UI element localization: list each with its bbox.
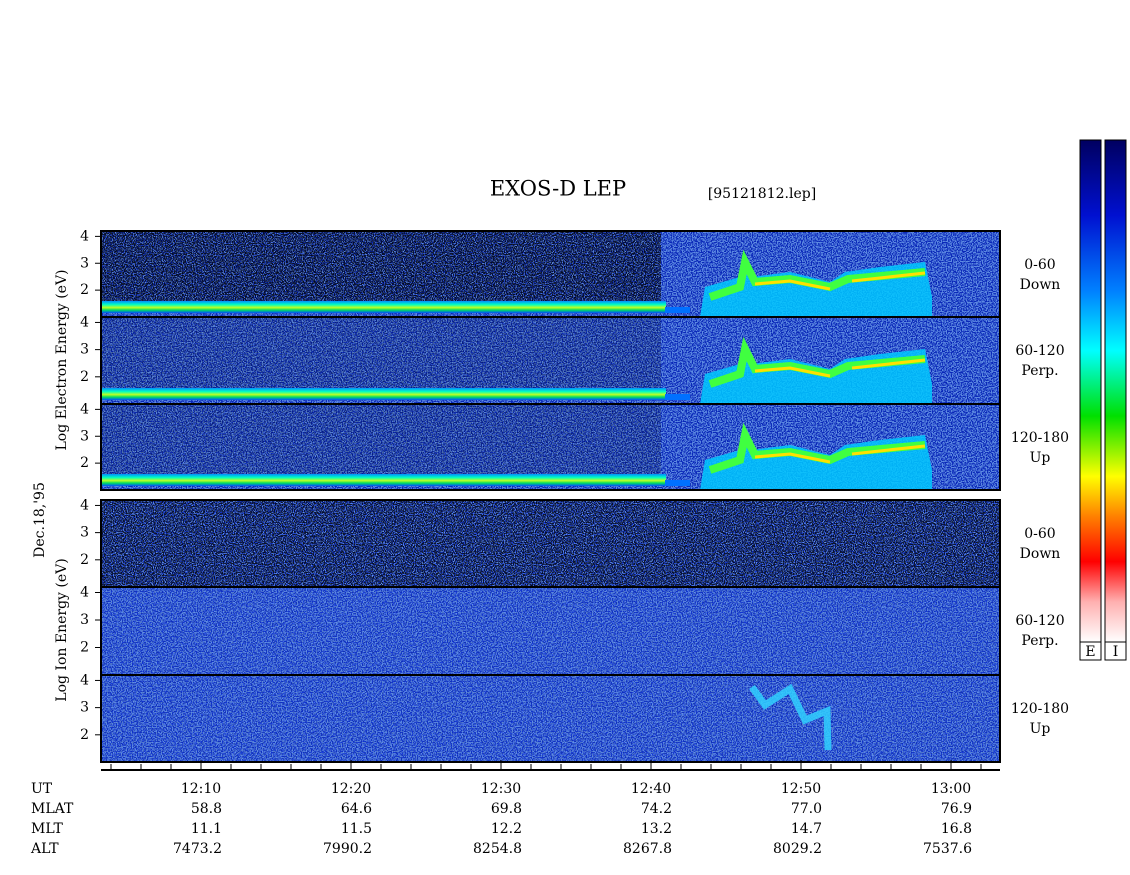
row-value: 64.6 — [341, 801, 372, 817]
row-value: 58.8 — [191, 801, 222, 817]
panel-label: Down — [1020, 277, 1061, 293]
panel-label: Up — [1030, 450, 1051, 466]
precipitation-core — [708, 336, 926, 388]
low-energy-band — [101, 301, 666, 313]
noise — [101, 231, 661, 303]
precipitation-peak — [754, 358, 926, 378]
y-tick-label: 2 — [80, 282, 89, 298]
colorbar-label: E — [1085, 644, 1095, 660]
low-energy-band — [665, 480, 690, 486]
panel-label: Down — [1020, 546, 1061, 562]
y-tick-label: 3 — [80, 342, 89, 358]
panel-label: 0-60 — [1024, 257, 1055, 273]
panel-label: 120-180 — [1011, 430, 1069, 446]
frame — [100, 499, 1001, 763]
row-value: 77.0 — [791, 801, 822, 817]
y-tick-label: 4 — [80, 497, 89, 513]
date: Dec.18,'95 — [32, 482, 48, 558]
row-value: 11.1 — [191, 821, 222, 837]
colorbar-label-box — [1104, 641, 1127, 661]
y-tick-label: 2 — [80, 640, 89, 656]
row-value: 11.5 — [341, 821, 372, 837]
low-energy-band — [101, 388, 666, 400]
noise — [101, 587, 1000, 675]
row-value: 12:10 — [181, 781, 221, 797]
colorbar-label: I — [1113, 644, 1119, 660]
row-value: 8029.2 — [773, 841, 822, 857]
y-tick-label: 4 — [80, 585, 89, 601]
row-value: 12:40 — [631, 781, 671, 797]
y-tick-label: 4 — [80, 228, 89, 244]
row-name: ALT — [30, 841, 59, 857]
precipitation-peak — [754, 444, 926, 464]
precipitation-peak — [754, 271, 926, 291]
row-value: 8254.8 — [473, 841, 522, 857]
row-value: 7990.2 — [323, 841, 372, 857]
row-name: UT — [31, 781, 53, 797]
panel-label: Perp. — [1021, 363, 1058, 379]
title: EXOS-D LEP — [490, 177, 626, 201]
panel-label: 0-60 — [1024, 526, 1055, 542]
frame — [100, 230, 1001, 491]
y-tick-label: 3 — [80, 612, 89, 628]
row-value: 16.8 — [941, 821, 972, 837]
group-label: Log Ion Energy (eV) — [54, 558, 70, 701]
y-tick-label: 3 — [80, 428, 89, 444]
row-value: 13.2 — [641, 821, 672, 837]
panel-label: 60-120 — [1015, 613, 1064, 629]
row-value: 14.7 — [791, 821, 822, 837]
row-name: MLAT — [31, 801, 74, 817]
row-value: 76.9 — [941, 801, 972, 817]
panel-label: 60-120 — [1015, 343, 1064, 359]
y-tick-label: 2 — [80, 455, 89, 471]
y-tick-label: 2 — [80, 552, 89, 568]
y-tick-label: 4 — [80, 672, 89, 688]
row-value: 8267.8 — [623, 841, 672, 857]
low-energy-band — [665, 307, 690, 313]
y-tick-label: 3 — [80, 700, 89, 716]
noise — [101, 500, 1000, 587]
y-tick-label: 3 — [80, 255, 89, 271]
noise — [101, 317, 661, 390]
panel-label: Perp. — [1021, 633, 1058, 649]
precipitation-core — [708, 249, 926, 301]
colorbar-label-box — [1079, 641, 1102, 661]
row-value: 13:00 — [931, 781, 971, 797]
y-tick-label: 2 — [80, 369, 89, 385]
y-tick-label: 4 — [80, 314, 89, 330]
noise — [101, 675, 1000, 762]
row-value: 69.8 — [491, 801, 522, 817]
file-name: [95121812.lep] — [708, 186, 816, 202]
low-energy-band — [101, 474, 666, 486]
row-value: 7537.6 — [923, 841, 972, 857]
row-value: 7473.2 — [173, 841, 222, 857]
row-value: 12.2 — [491, 821, 522, 837]
group-label: Log Electron Energy (eV) — [54, 269, 70, 450]
ion-beam — [749, 683, 832, 751]
y-tick-label: 4 — [80, 401, 89, 417]
row-value: 12:20 — [331, 781, 371, 797]
panel-label: Up — [1030, 721, 1051, 737]
row-name: MLT — [31, 821, 63, 837]
row-value: 12:50 — [781, 781, 821, 797]
low-energy-band — [665, 394, 690, 400]
row-value: 12:30 — [481, 781, 521, 797]
precipitation-core — [708, 422, 926, 474]
colorbar — [1079, 139, 1102, 643]
noise — [101, 404, 661, 476]
y-tick-label: 2 — [80, 727, 89, 743]
panel-label: 120-180 — [1011, 701, 1069, 717]
y-tick-label: 3 — [80, 525, 89, 541]
row-value: 74.2 — [641, 801, 672, 817]
colorbar — [1104, 139, 1127, 643]
